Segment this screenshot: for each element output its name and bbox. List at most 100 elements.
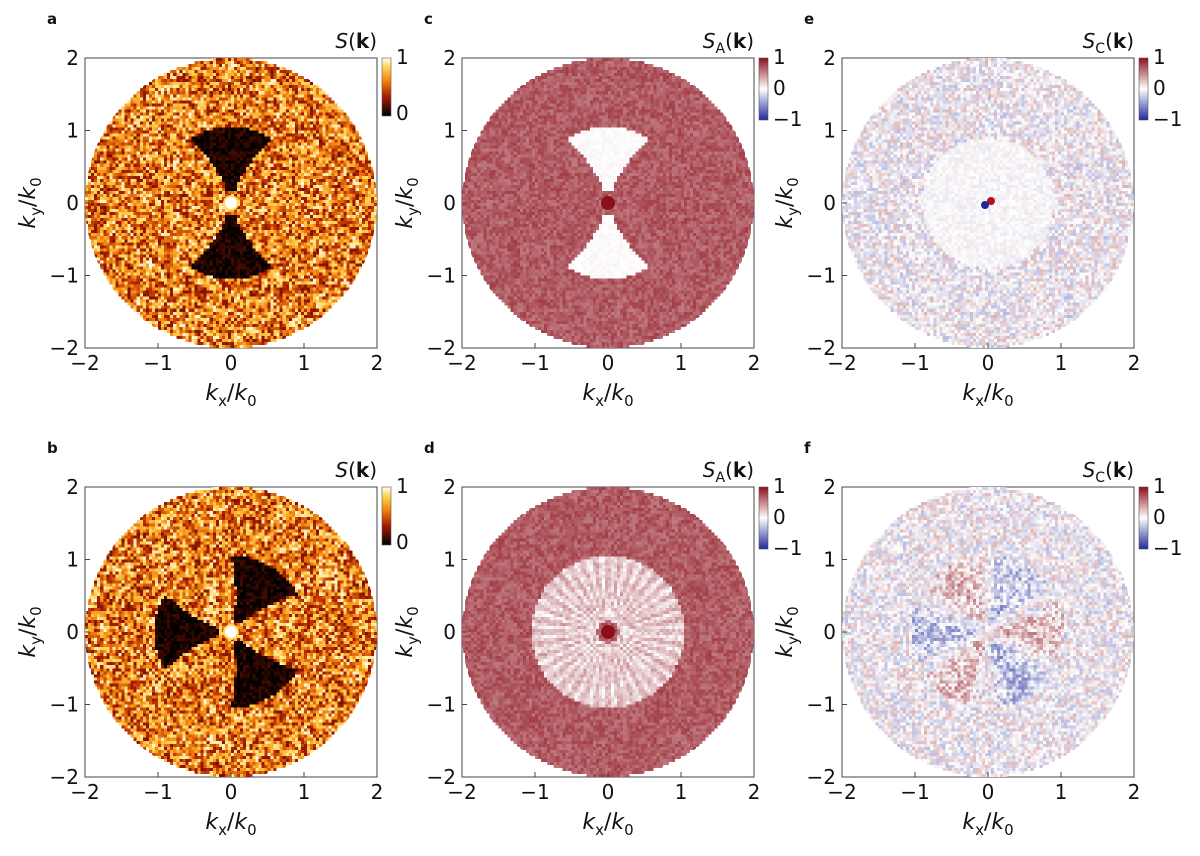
colorbar-title: SA(k) [703, 29, 754, 57]
colorbar-tick-label: 0 [396, 530, 409, 554]
y-tick-label: −2 [427, 765, 456, 789]
colorbar [758, 57, 769, 121]
x-tick-label: −2 [827, 351, 856, 375]
y-tick-label: 2 [443, 475, 456, 499]
x-tick-label: −2 [70, 780, 99, 804]
y-tick-label: −2 [807, 765, 836, 789]
y-tick-label: −1 [427, 264, 456, 288]
colorbar-tick-label: 0 [773, 76, 786, 100]
y-tick-label: −1 [50, 693, 79, 717]
x-tick-label: −2 [70, 351, 99, 375]
colorbar-tick-label: 1 [396, 474, 409, 498]
y-tick-label: 0 [823, 191, 836, 215]
panel-a: a −2 −1 0 1 2 2 1 0 −1 −2 kx/k0 ky/k0 S(k) 1 0 [16, 10, 409, 410]
x-tick-label: 2 [748, 780, 761, 804]
y-tick-label: 0 [443, 191, 456, 215]
y-axis-label: ky/k0 [16, 177, 45, 228]
colorbar-tick-label: 1 [1153, 45, 1166, 69]
y-tick-label: 0 [443, 620, 456, 644]
colorbar-tick-label: −1 [1153, 107, 1182, 131]
x-tick-label: 2 [1128, 780, 1141, 804]
colorbar-tick-label: 1 [1153, 474, 1166, 498]
x-tick-label: 1 [1055, 351, 1068, 375]
colorbar-tick-label: −1 [773, 536, 802, 560]
colorbar-tick-label: 1 [773, 474, 786, 498]
panel-e: e −2 −1 0 1 2 2 1 0 −1 −2 kx/k0 ky/k0 SC(k) 1 0 −1 [773, 10, 1182, 410]
y-axis-label: ky/k0 [393, 177, 422, 228]
y-tick-label: 1 [66, 119, 79, 143]
x-tick-label: −2 [447, 780, 476, 804]
x-axis-label: kx/k0 [205, 810, 256, 839]
y-tick-label: 2 [823, 46, 836, 70]
x-tick-label: 0 [225, 351, 238, 375]
y-tick-label: −1 [427, 693, 456, 717]
colorbar-tick-label: 0 [773, 505, 786, 529]
colorbar-title: SC(k) [1083, 29, 1134, 57]
x-axis-label: kx/k0 [205, 381, 256, 410]
colorbar-tick-label: −1 [1153, 536, 1182, 560]
panel-letter: b [47, 439, 58, 457]
x-tick-label: −2 [827, 780, 856, 804]
y-tick-label: 1 [443, 119, 456, 143]
y-tick-label: 0 [823, 620, 836, 644]
colorbar-tick-label: −1 [773, 107, 802, 131]
colorbar-tick-label: 0 [396, 101, 409, 125]
x-tick-label: −1 [900, 780, 929, 804]
y-tick-label: −1 [807, 264, 836, 288]
y-tick-label: −1 [807, 693, 836, 717]
x-axis-label: kx/k0 [582, 381, 633, 410]
panel-letter: e [804, 10, 814, 28]
x-tick-label: 1 [298, 351, 311, 375]
x-tick-label: 1 [298, 780, 311, 804]
x-tick-label: −1 [520, 351, 549, 375]
y-tick-label: 1 [823, 119, 836, 143]
panel-grid: a −2 −1 0 1 2 2 1 0 −1 −2 kx/k0 ky/k0 S(k) 1 0 b −2 −1 0 1 2 2… [16, 10, 1182, 839]
x-tick-label: 1 [1055, 780, 1068, 804]
x-tick-label: 2 [371, 780, 384, 804]
colorbar-title: SA(k) [703, 458, 754, 486]
y-tick-label: 2 [66, 46, 79, 70]
center-spot-red [987, 197, 995, 205]
panel-letter: d [424, 439, 435, 457]
colorbar [381, 486, 392, 546]
panel-letter: a [47, 10, 57, 28]
panel-b: b −2 −1 0 1 2 2 1 0 −1 −2 kx/k0 ky/k0 S(k) 1 0 [16, 439, 409, 839]
y-tick-label: 2 [443, 46, 456, 70]
panel-c: c −2 −1 0 1 2 2 1 0 −1 −2 kx/k0 ky/k0 SA(k) 1 0 −1 [393, 10, 802, 410]
panel-d: d −2 −1 0 1 2 2 1 0 −1 −2 kx/k0 ky/k0 SA(k) 1 0 −1 [393, 439, 802, 839]
x-tick-label: −1 [900, 351, 929, 375]
x-tick-label: 0 [982, 780, 995, 804]
x-tick-label: −1 [143, 351, 172, 375]
heatmap-image [842, 487, 1134, 777]
panel-letter: c [424, 10, 433, 28]
y-tick-label: 2 [66, 475, 79, 499]
panel-f: f −2 −1 0 1 2 2 1 0 −1 −2 kx/k0 ky/k0 SC(k) 1 0 −1 [773, 439, 1182, 839]
y-tick-label: −2 [807, 336, 836, 360]
colorbar [758, 486, 769, 550]
x-tick-label: 0 [602, 351, 615, 375]
y-tick-label: 1 [443, 548, 456, 572]
colorbar-title: S(k) [335, 29, 377, 53]
colorbar-title: SC(k) [1083, 458, 1134, 486]
y-tick-label: 1 [823, 548, 836, 572]
x-axis-label: kx/k0 [582, 810, 633, 839]
y-tick-label: −2 [427, 336, 456, 360]
y-axis-label: ky/k0 [773, 177, 802, 228]
x-tick-label: 1 [675, 351, 688, 375]
x-tick-label: 1 [675, 780, 688, 804]
x-tick-label: 0 [602, 780, 615, 804]
center-spot [223, 624, 239, 640]
colorbar-tick-label: 1 [396, 45, 409, 69]
colorbar-tick-label: 1 [773, 45, 786, 69]
x-tick-label: −1 [520, 780, 549, 804]
y-tick-label: −2 [50, 765, 79, 789]
y-tick-label: −2 [50, 336, 79, 360]
y-tick-label: 0 [66, 620, 79, 644]
x-axis-label: kx/k0 [962, 381, 1013, 410]
y-axis-label: ky/k0 [16, 606, 45, 657]
y-tick-label: 2 [823, 475, 836, 499]
x-tick-label: 0 [982, 351, 995, 375]
colorbar-tick-label: 0 [1153, 76, 1166, 100]
center-spot [223, 195, 239, 211]
